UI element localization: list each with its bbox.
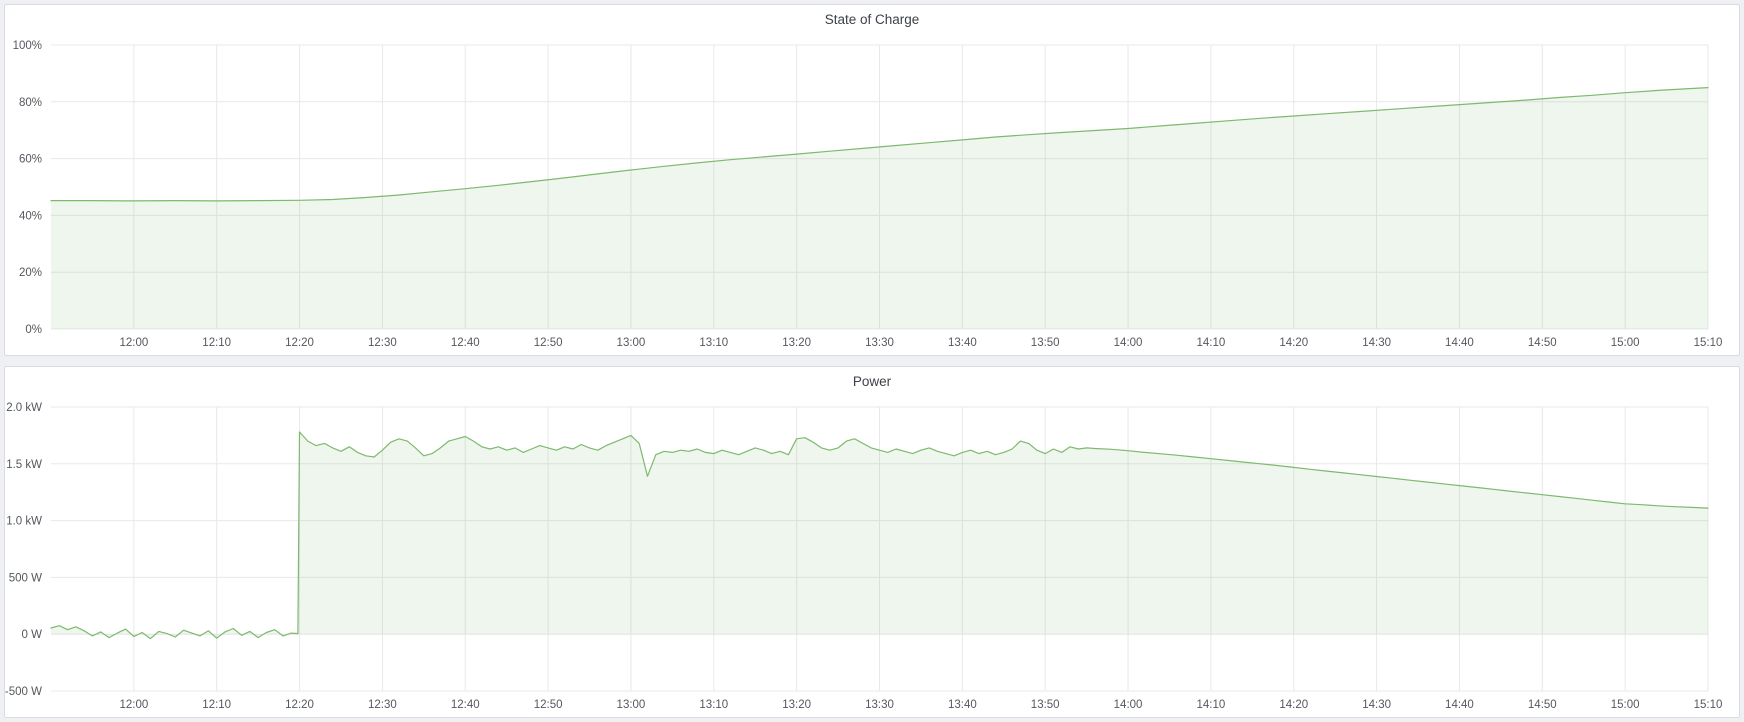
x-axis-tick-label: 12:10	[202, 699, 231, 711]
x-axis-tick-label: 13:00	[617, 699, 646, 711]
x-axis-tick-label: 15:10	[1694, 337, 1723, 349]
series-line	[50, 87, 1709, 202]
x-axis-tick-label: 13:20	[782, 337, 811, 349]
x-axis-tick-label: 12:40	[451, 699, 480, 711]
y-axis-tick-label: 0 W	[22, 629, 43, 641]
y-axis-tick-label: -500 W	[5, 686, 42, 698]
series-area-fill	[51, 87, 1708, 329]
series-line	[50, 431, 1709, 640]
y-axis-tick-label: 80%	[19, 97, 42, 109]
x-axis-tick-label: 12:00	[119, 699, 148, 711]
x-axis-tick-label: 12:20	[285, 337, 314, 349]
x-axis-tick-label: 14:50	[1528, 337, 1557, 349]
x-axis-tick-label: 14:50	[1528, 699, 1557, 711]
x-axis-tick-label: 13:30	[865, 699, 894, 711]
y-axis-tick-label: 100%	[13, 40, 42, 52]
state-of-charge-chart[interactable]: 0% 20% 40% 60% 80% 100% 12:00 12:10 12:20 12:30 12…	[5, 5, 1739, 355]
x-axis-tick-label: 13:00	[617, 337, 646, 349]
x-axis-tick-label: 13:10	[699, 337, 728, 349]
x-axis-tick-label: 13:30	[865, 337, 894, 349]
panel-power: Power -500 W 0 W 500 W 1.0 kW 1.5 kW 2.0 kW 12…	[4, 366, 1740, 718]
x-axis-tick-label: 12:50	[534, 337, 563, 349]
x-axis-tick-label: 14:10	[1197, 337, 1226, 349]
x-axis-tick-label: 12:00	[119, 337, 148, 349]
y-axis-tick-label: 1.5 kW	[6, 459, 42, 471]
x-axis-tick-label: 14:20	[1279, 699, 1308, 711]
x-axis-tick-label: 14:40	[1445, 699, 1474, 711]
y-axis-tick-label: 0%	[25, 324, 42, 336]
x-axis-tick-label: 12:50	[534, 699, 563, 711]
x-axis-tick-label: 13:40	[948, 337, 977, 349]
x-axis-tick-label: 14:10	[1197, 699, 1226, 711]
x-axis-tick-label: 12:10	[202, 337, 231, 349]
x-axis-tick-label: 12:40	[451, 337, 480, 349]
x-axis-tick-label: 13:50	[1031, 337, 1060, 349]
x-axis-tick-label: 14:40	[1445, 337, 1474, 349]
x-axis-tick-label: 12:30	[368, 699, 397, 711]
y-axis-tick-label: 2.0 kW	[6, 402, 42, 414]
x-axis-tick-label: 15:00	[1611, 337, 1640, 349]
power-chart[interactable]: -500 W 0 W 500 W 1.0 kW 1.5 kW 2.0 kW 12:00 12:…	[5, 367, 1739, 717]
x-axis-tick-label: 13:20	[782, 699, 811, 711]
x-axis-tick-label: 15:10	[1694, 699, 1723, 711]
y-axis-tick-label: 1.0 kW	[6, 516, 42, 528]
y-axis-tick-label: 20%	[19, 267, 42, 279]
y-axis-tick-label: 40%	[19, 210, 42, 222]
x-axis-tick-label: 14:30	[1362, 699, 1391, 711]
x-axis-tick-label: 13:50	[1031, 699, 1060, 711]
x-axis-tick-label: 14:00	[1114, 337, 1143, 349]
y-axis-tick-label: 500 W	[9, 572, 42, 584]
x-axis-tick-label: 14:20	[1279, 337, 1308, 349]
x-axis-tick-label: 13:10	[699, 699, 728, 711]
panel-state-of-charge: State of Charge 0% 20% 40% 60% 80% 100% 12:00 1…	[4, 4, 1740, 356]
x-axis-tick-label: 12:30	[368, 337, 397, 349]
panel-title-power[interactable]: Power	[852, 374, 892, 389]
x-axis-tick-label: 14:30	[1362, 337, 1391, 349]
panel-title-state-of-charge[interactable]: State of Charge	[824, 12, 920, 27]
series-area-fill	[51, 432, 1708, 639]
x-axis-tick-label: 13:40	[948, 699, 977, 711]
x-axis-tick-label: 15:00	[1611, 699, 1640, 711]
x-axis-tick-label: 12:20	[285, 699, 314, 711]
y-axis-tick-label: 60%	[19, 154, 42, 166]
x-axis-tick-label: 14:00	[1114, 699, 1143, 711]
